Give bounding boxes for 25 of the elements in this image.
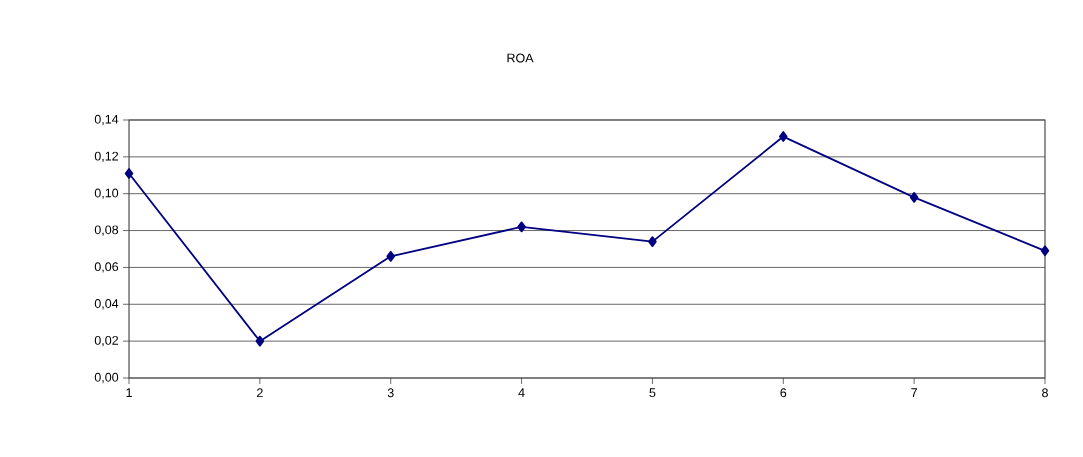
point — [517, 221, 526, 233]
chart-title: ROA — [507, 53, 534, 63]
x-tick-label: 3 — [387, 388, 394, 398]
x-tick-label: 2 — [257, 388, 263, 398]
point — [648, 236, 657, 248]
x-tick-label: 4 — [518, 388, 525, 397]
point — [255, 335, 265, 347]
point — [909, 191, 919, 203]
x-tick-label: 1 — [126, 388, 132, 397]
point — [386, 250, 395, 262]
y-tick-label: 0,00 — [94, 372, 119, 384]
x-tick-label: 6 — [780, 388, 787, 398]
point — [1040, 245, 1050, 257]
y-tick-label: 0,14 — [94, 114, 119, 126]
y-tick-label: 0,06 — [94, 262, 119, 273]
x-tick-label: 8 — [1042, 388, 1048, 398]
point — [124, 168, 134, 179]
x-tick-label: 7 — [911, 388, 917, 397]
y-tick-label: 0,02 — [94, 335, 119, 347]
y-tick-label: 0,04 — [94, 299, 119, 310]
y-tick-label: 0,12 — [94, 151, 119, 163]
y-tick-label: 0,08 — [94, 225, 119, 236]
y-tick-label: 0,10 — [94, 188, 119, 199]
point — [779, 131, 788, 142]
x-tick-label: 5 — [649, 388, 656, 398]
